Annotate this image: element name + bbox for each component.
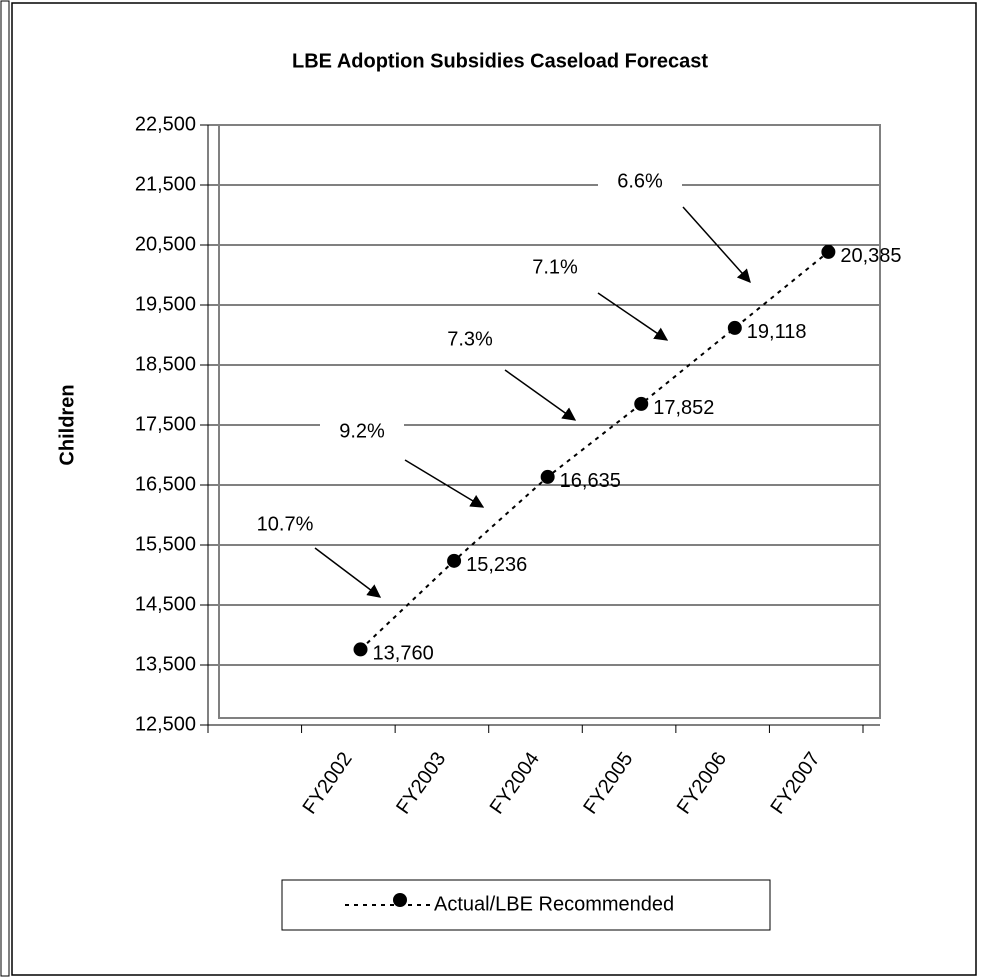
y-tick-label: 21,500: [135, 173, 196, 195]
data-label: 17,852: [653, 397, 714, 419]
annotation: 6.6%: [617, 170, 663, 192]
annotation-bg: [428, 326, 512, 354]
y-tick-label: 17,500: [135, 413, 196, 435]
data-label: 20,385: [840, 245, 901, 267]
y-tick-label: 13,500: [135, 653, 196, 675]
data-label: 19,118: [747, 321, 807, 343]
series-line: [359, 251, 830, 651]
annotation-bg: [320, 418, 404, 446]
data-point: [727, 320, 742, 335]
y-axis-label: Children: [56, 384, 78, 465]
annotation-bg: [513, 254, 597, 282]
annotation-arrow: [504, 369, 577, 421]
chart-border: [11, 2, 977, 976]
annotation-bg: [598, 168, 682, 196]
annotation-arrow: [404, 459, 485, 508]
data-label: 13,760: [373, 643, 434, 665]
plot-frame: [218, 124, 881, 719]
legend-label: Actual/LBE Recommended: [434, 893, 674, 915]
data-point: [634, 396, 649, 411]
data-point: [821, 244, 836, 259]
y-tick-label: 16,500: [135, 473, 196, 495]
annotation-arrow: [597, 292, 669, 341]
annotation: 9.2%: [339, 420, 385, 442]
y-tick-label: 18,500: [135, 353, 196, 375]
y-tick-label: 19,500: [135, 293, 196, 315]
annotation: 10.7%: [257, 513, 314, 535]
data-point: [353, 642, 368, 657]
data-label: 15,236: [466, 554, 527, 576]
annotation: 7.3%: [447, 328, 493, 350]
annotation-arrow: [682, 206, 751, 284]
left-edge: [0, 0, 10, 977]
chart-title: LBE Adoption Subsidies Caseload Forecast: [292, 50, 708, 72]
annotation: 7.1%: [532, 256, 578, 278]
y-tick-label: 15,500: [135, 533, 196, 555]
annotation-arrow: [314, 547, 382, 598]
data-label: 16,635: [560, 470, 621, 492]
y-tick-label: 14,500: [135, 593, 196, 615]
y-tick-label: 20,500: [135, 233, 196, 255]
annotation-bg: [243, 511, 327, 539]
data-point: [447, 553, 462, 568]
y-tick-label: 22,500: [135, 113, 196, 135]
data-point: [540, 469, 555, 484]
legend-marker: [393, 893, 407, 907]
y-tick-label: 12,500: [135, 713, 196, 735]
